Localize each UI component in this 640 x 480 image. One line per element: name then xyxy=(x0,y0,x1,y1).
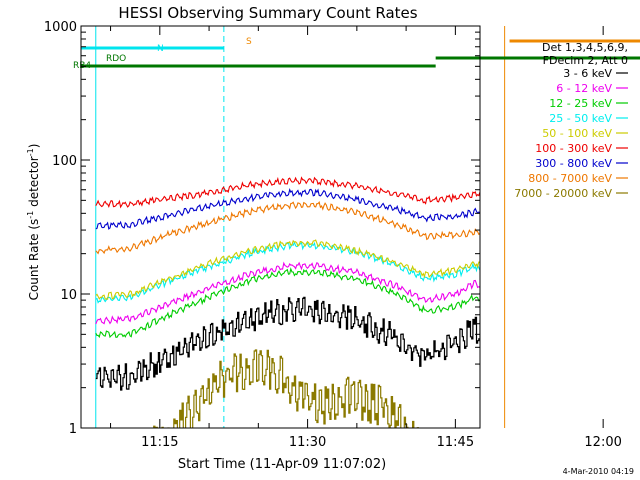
series-layer xyxy=(95,176,480,428)
y-axis-label: Count Rate (s-1 detector-1) xyxy=(26,144,41,301)
series-line-4-part-0 xyxy=(95,239,480,300)
y-axis-label-mid: detector xyxy=(27,156,41,211)
legend: Det 1,3,4,5,6,9,FDecim 2, Att 03 - 6 keV… xyxy=(514,41,628,200)
legend-entry-label: 50 - 100 keV xyxy=(542,127,612,140)
legend-entry-label: 12 - 25 keV xyxy=(549,97,612,110)
legend-entry-label: 6 - 12 keV xyxy=(556,82,612,95)
series-line-0-part-0 xyxy=(95,296,480,391)
x-tick-label: 12:00 xyxy=(584,435,621,450)
series-line-8-part-0 xyxy=(153,349,420,428)
axis-ticks: 110100100011:1511:3011:4512:0012:1512:30… xyxy=(44,20,622,450)
y-tick-label: 1000 xyxy=(44,20,77,35)
x-tick-label: 11:45 xyxy=(437,435,474,450)
y-axis-label-end: ) xyxy=(27,144,41,149)
legend-header-line: FDecim 2, Att 0 xyxy=(543,54,628,67)
series-line-5-part-0 xyxy=(95,176,480,209)
series-line-1-part-0 xyxy=(95,261,480,325)
legend-entry-label: 800 - 7000 keV xyxy=(528,172,612,185)
series-line-6-part-0 xyxy=(95,188,480,230)
plot-frame xyxy=(80,25,481,429)
legend-entry-label: 7000 - 20000 keV xyxy=(514,187,612,200)
legend-header-line: Det 1,3,4,5,6,9, xyxy=(542,41,628,54)
series-line-7-part-0 xyxy=(95,200,480,255)
y-tick-label: 1 xyxy=(69,422,77,437)
x-tick-label: 11:15 xyxy=(141,435,178,450)
legend-entry-label: 3 - 6 keV xyxy=(563,67,612,80)
legend-entry-label: 100 - 300 keV xyxy=(535,142,612,155)
flag-label-n: N xyxy=(157,44,164,54)
y-tick-label: 10 xyxy=(60,288,77,303)
y-tick-label: 100 xyxy=(52,154,77,169)
series-line-2-part-0 xyxy=(95,267,480,339)
y-axis-label-sup2: -1 xyxy=(26,148,35,156)
legend-entry-label: 25 - 50 keV xyxy=(549,112,612,125)
chart-title: HESSI Observing Summary Count Rates xyxy=(118,4,417,22)
y-axis-label-main: Count Rate (s xyxy=(27,219,41,301)
flag-label-rdo: RDO xyxy=(106,54,126,64)
x-axis-label: Start Time (11-Apr-09 11:07:02) xyxy=(178,457,386,472)
legend-entry-label: 300 - 800 keV xyxy=(535,157,612,170)
x-tick-label: 11:30 xyxy=(289,435,326,450)
flag-vertical-lines xyxy=(95,26,506,428)
y-axis-label-sup1: -1 xyxy=(26,211,35,219)
flag-label-s: S xyxy=(246,37,252,47)
footer-date: 4-Mar-2010 04:19 xyxy=(563,467,634,476)
